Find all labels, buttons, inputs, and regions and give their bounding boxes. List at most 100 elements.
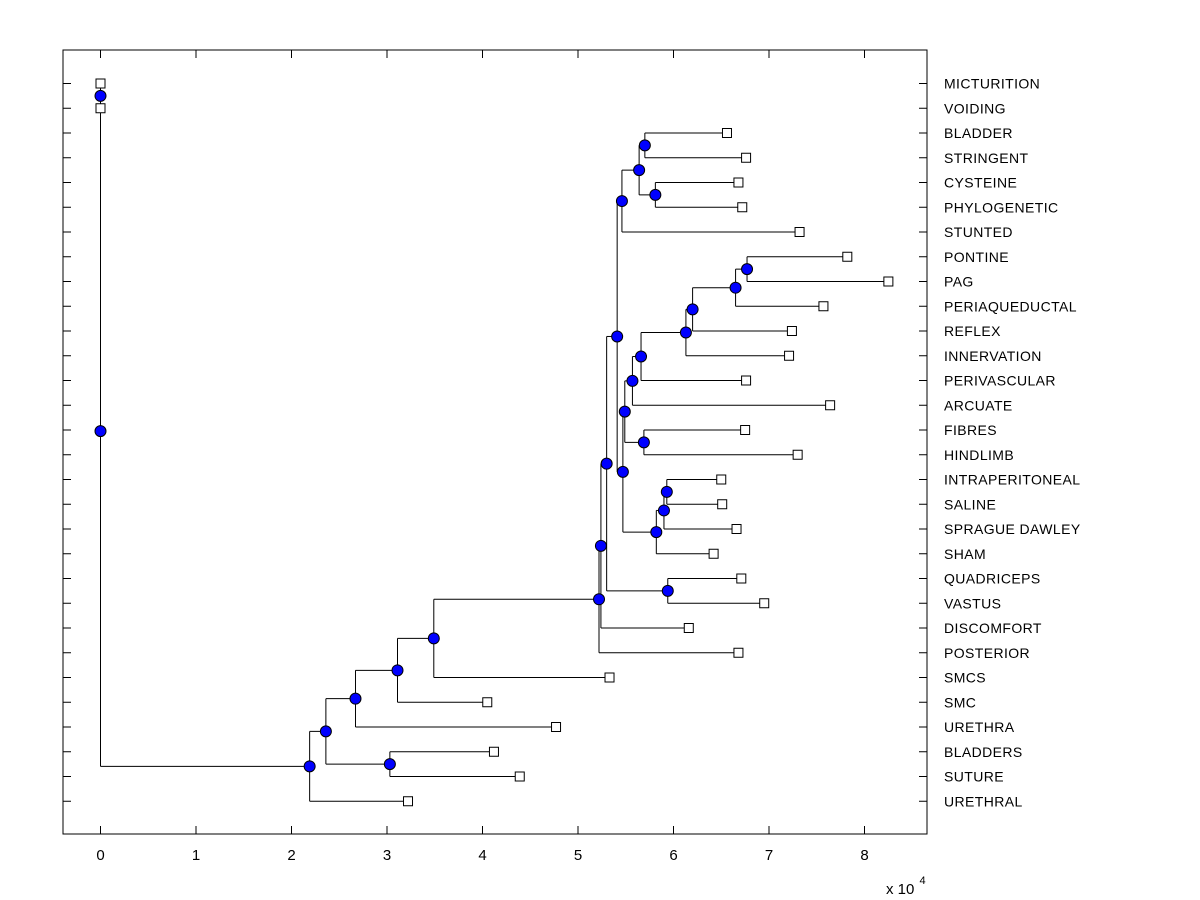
leaf-label: SALINE	[944, 496, 996, 512]
leaf-marker[interactable]	[741, 375, 752, 386]
branch-node-marker[interactable]	[615, 195, 628, 208]
leaf-label: MICTURITION	[944, 76, 1040, 92]
leaf-marker[interactable]	[784, 350, 795, 361]
leaf-marker[interactable]	[818, 301, 829, 312]
branch-node-marker[interactable]	[383, 758, 396, 771]
leaf-label: REFLEX	[944, 323, 1001, 339]
leaf-label: INNERVATION	[944, 348, 1042, 364]
leaf-marker[interactable]	[708, 548, 719, 559]
branch-node-marker[interactable]	[303, 760, 316, 773]
leaf-label: PHYLOGENETIC	[944, 199, 1059, 215]
leaf-marker[interactable]	[717, 499, 728, 510]
leaf-label: STRINGENT	[944, 150, 1029, 166]
leaf-label: SPRAGUE DAWLEY	[944, 521, 1081, 537]
leaf-label: URETHRAL	[944, 793, 1023, 809]
x-tick-label: 4	[478, 847, 486, 864]
branch-node-marker[interactable]	[649, 188, 662, 201]
plot-box	[62, 49, 928, 835]
leaf-label: BLADDER	[944, 125, 1013, 141]
leaf-label: DISCOMFORT	[944, 620, 1042, 636]
leaf-marker[interactable]	[721, 128, 732, 138]
leaf-label: SUTURE	[944, 769, 1004, 785]
leaf-marker[interactable]	[794, 227, 805, 237]
leaf-marker[interactable]	[731, 524, 742, 534]
leaf-label: URETHRA	[944, 719, 1015, 735]
leaf-label: STUNTED	[944, 224, 1013, 240]
branch-node-marker[interactable]	[661, 584, 674, 597]
leaf-marker[interactable]	[733, 647, 744, 658]
branch-node-marker[interactable]	[616, 465, 629, 478]
x-tick-label: 2	[287, 847, 295, 864]
leaf-marker[interactable]	[786, 326, 797, 336]
leaf-label: HINDLIMB	[944, 447, 1014, 463]
axis-exponent-label: x 10	[886, 881, 914, 898]
branch-node-marker[interactable]	[686, 303, 699, 316]
x-tick-label: 1	[192, 847, 200, 864]
branch-node-marker[interactable]	[741, 263, 754, 276]
branch-node-marker[interactable]	[94, 425, 107, 438]
branch-node-marker[interactable]	[657, 504, 670, 517]
leaf-marker[interactable]	[95, 103, 106, 114]
x-tick-label: 8	[860, 847, 868, 864]
x-tick-label: 3	[383, 847, 391, 864]
axis-exponent-superscript: 4	[920, 875, 926, 887]
branch-node-marker[interactable]	[638, 139, 651, 152]
leaf-marker[interactable]	[792, 449, 803, 460]
leaf-marker[interactable]	[95, 78, 106, 89]
branch-node-marker[interactable]	[679, 326, 692, 339]
branch-node-marker[interactable]	[729, 281, 742, 294]
leaf-marker[interactable]	[514, 771, 525, 782]
branch-node-marker[interactable]	[626, 374, 639, 387]
leaf-marker[interactable]	[716, 474, 727, 485]
leaf-label: BLADDERS	[944, 744, 1023, 760]
leaf-label: SMCS	[944, 670, 986, 686]
branch-node-marker[interactable]	[600, 457, 613, 470]
leaf-marker[interactable]	[551, 722, 562, 732]
branch-node-marker[interactable]	[319, 725, 332, 738]
branch-node-marker[interactable]	[618, 405, 631, 418]
branch-node-marker[interactable]	[94, 89, 107, 102]
branch-node-marker[interactable]	[593, 593, 606, 606]
branch-node-marker[interactable]	[391, 664, 404, 677]
leaf-marker[interactable]	[842, 251, 853, 262]
leaf-marker[interactable]	[759, 598, 770, 609]
leaf-marker[interactable]	[741, 152, 752, 163]
leaf-label: VOIDING	[944, 100, 1006, 116]
branch-node-marker[interactable]	[594, 539, 607, 552]
branch-node-marker[interactable]	[633, 164, 646, 177]
leaf-marker[interactable]	[825, 400, 836, 411]
leaf-label: PERIAQUEDUCTAL	[944, 298, 1077, 314]
branch-node-marker[interactable]	[427, 632, 440, 645]
branch-node-marker[interactable]	[635, 350, 648, 363]
leaf-label: SMC	[944, 694, 976, 710]
x-tick-label: 6	[669, 847, 677, 864]
branch-node-marker[interactable]	[650, 526, 663, 539]
leaf-label: PONTINE	[944, 249, 1009, 265]
leaf-label: QUADRICEPS	[944, 571, 1041, 587]
branch-node-marker[interactable]	[660, 485, 673, 498]
branch-node-marker[interactable]	[611, 330, 624, 343]
x-tick-label: 0	[96, 847, 104, 864]
branch-node-marker[interactable]	[637, 436, 650, 449]
leaf-marker[interactable]	[403, 796, 414, 807]
x-tick-label: 5	[574, 847, 582, 864]
leaf-marker[interactable]	[604, 672, 615, 683]
leaf-marker[interactable]	[683, 623, 694, 633]
leaf-label: SHAM	[944, 546, 986, 562]
leaf-label: FIBRES	[944, 422, 997, 438]
leaf-label: PERIVASCULAR	[944, 373, 1056, 389]
leaf-label: PAG	[944, 274, 974, 290]
leaf-label: INTRAPERITONEAL	[944, 472, 1080, 488]
leaf-marker[interactable]	[488, 746, 499, 757]
leaf-label: ARCUATE	[944, 397, 1013, 413]
leaf-marker[interactable]	[883, 276, 894, 287]
leaf-marker[interactable]	[482, 697, 493, 708]
x-tick-label: 7	[765, 847, 773, 864]
leaf-marker[interactable]	[740, 425, 751, 435]
leaf-marker[interactable]	[733, 177, 744, 188]
leaf-marker[interactable]	[737, 202, 748, 213]
leaf-marker[interactable]	[736, 573, 747, 584]
branch-node-marker[interactable]	[349, 692, 362, 705]
